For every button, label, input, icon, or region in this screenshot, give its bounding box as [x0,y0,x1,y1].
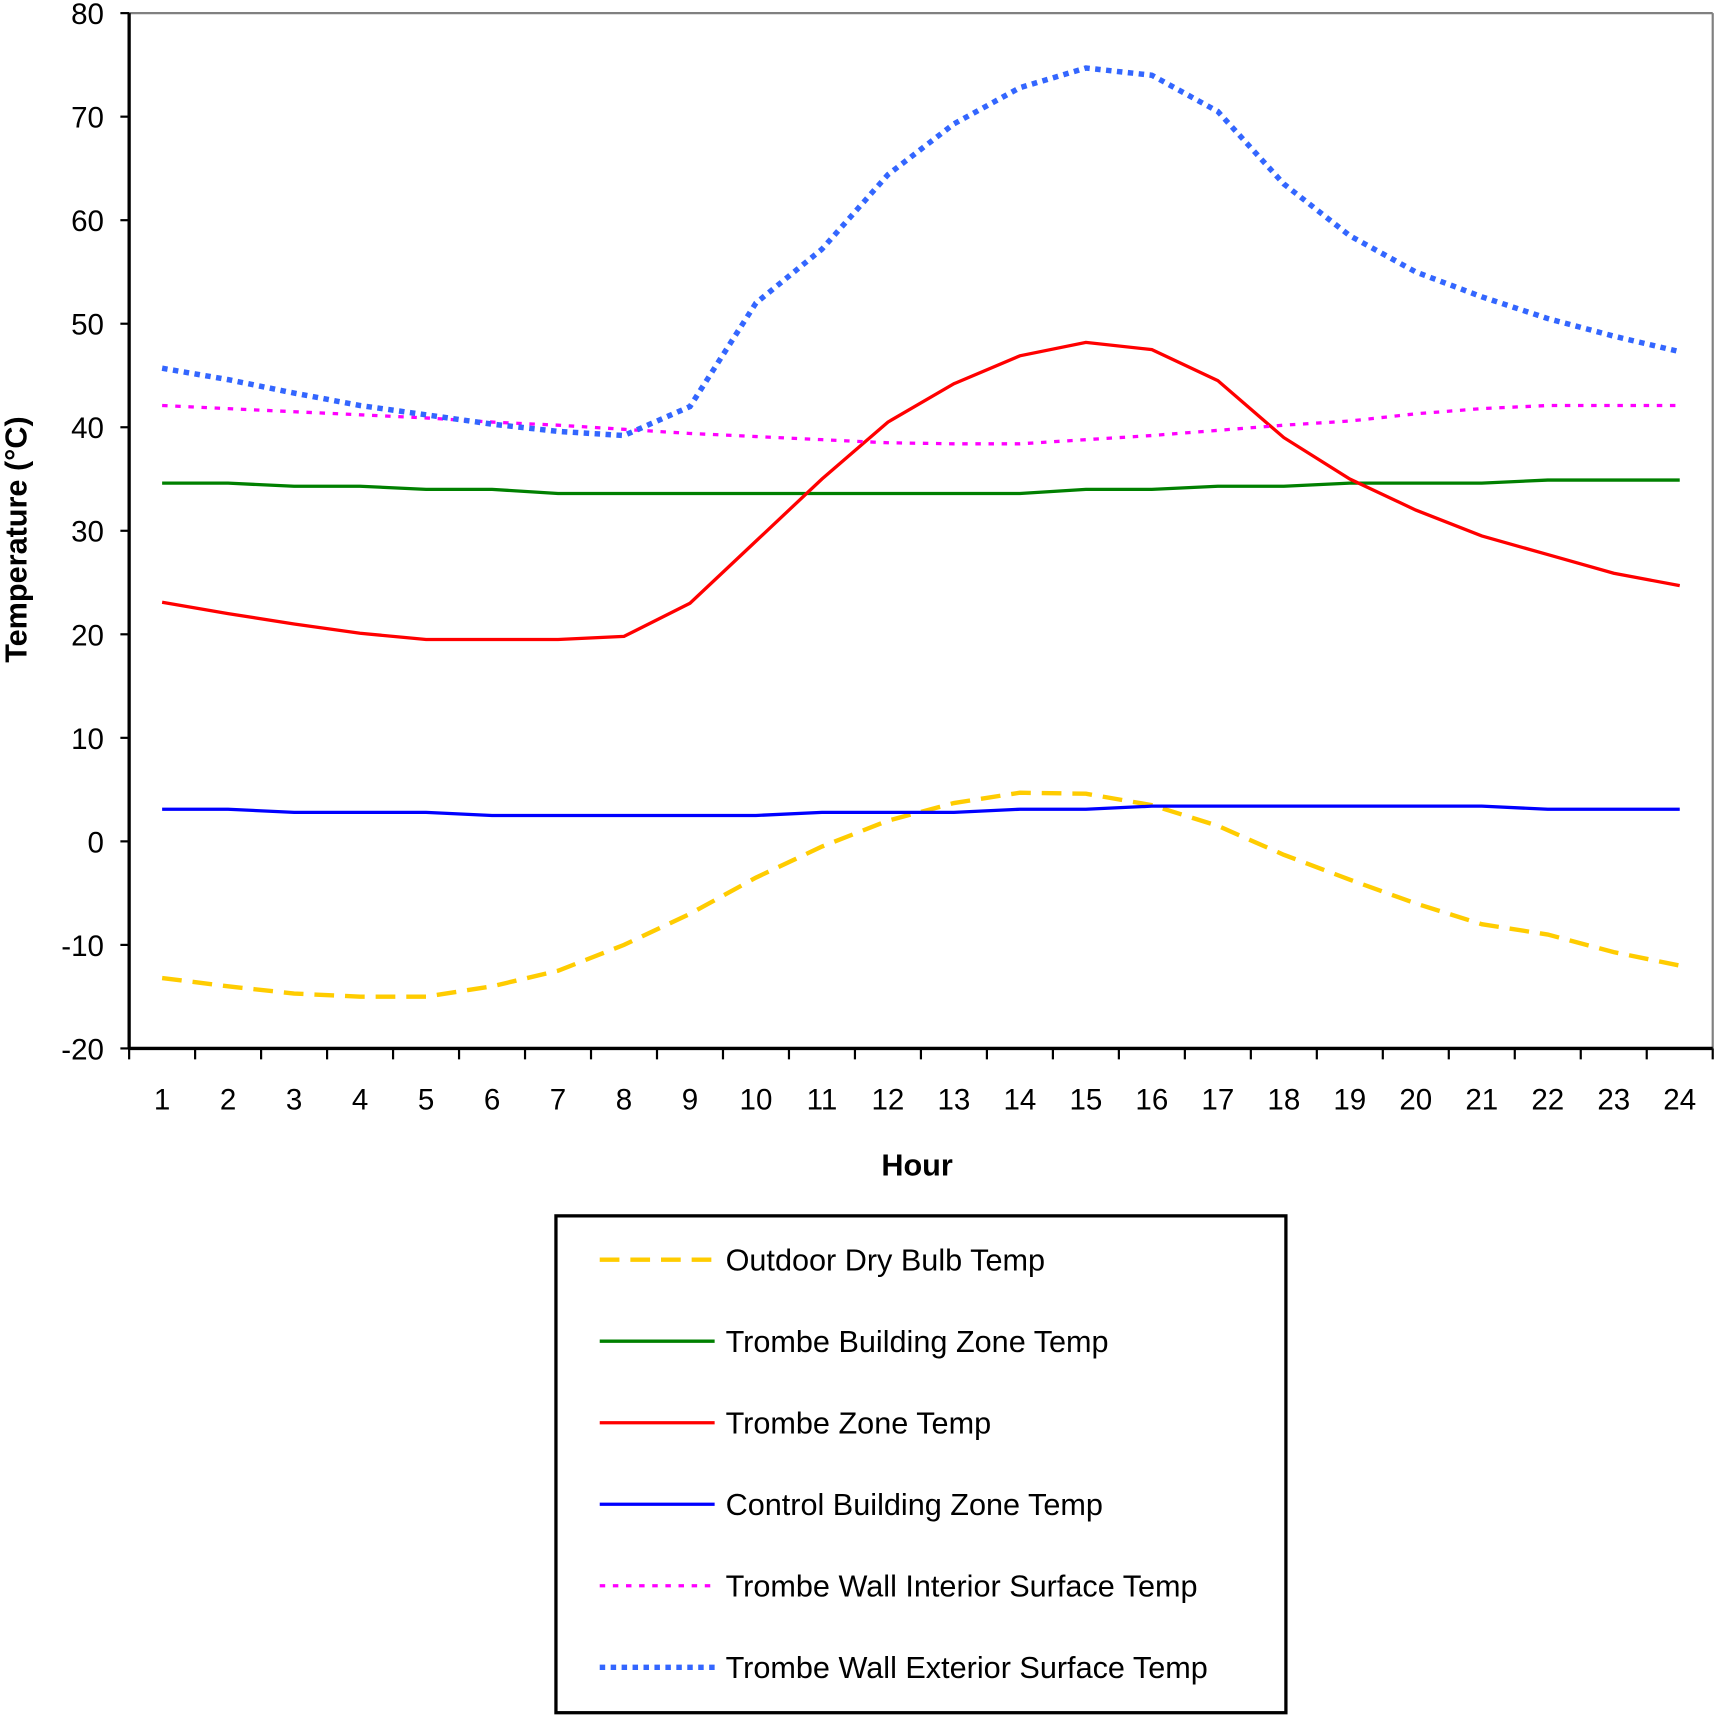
y-axis-title: Temperature (°C) [0,416,33,663]
x-tick-label: 11 [807,1084,838,1117]
y-tick-label: 60 [71,205,104,238]
legend-label: Trombe Wall Exterior Surface Temp [726,1651,1208,1685]
x-tick-label: 16 [1135,1084,1168,1117]
x-tick-label: 22 [1531,1084,1564,1117]
y-tick-label: 20 [71,619,104,652]
x-tick-label: 3 [286,1084,302,1117]
x-tick-label: 6 [484,1084,500,1117]
plot-frame [127,12,1714,1051]
x-tick-label: 23 [1597,1084,1630,1117]
series-line-5 [162,403,1680,446]
y-tick-label: 70 [71,102,104,135]
x-tick-label: 15 [1069,1084,1102,1117]
x-axis-title: Hour [881,1148,953,1182]
x-tick-label: 19 [1333,1084,1366,1117]
x-tick-label: 4 [352,1084,368,1117]
legend-label: Outdoor Dry Bulb Temp [726,1244,1045,1278]
series-line-6 [161,65,1681,439]
x-tick-label: 8 [616,1084,632,1117]
legend-box [554,1214,1288,1715]
y-tick-label: -10 [61,930,104,963]
legend-label: Control Building Zone Temp [726,1488,1103,1522]
series-line-1 [161,790,1681,999]
x-tick-label: 10 [740,1084,773,1117]
x-tick-label: 14 [1003,1084,1036,1117]
x-tick-label: 1 [154,1084,170,1117]
y-tick-label: 30 [71,516,104,549]
series-line-3 [161,340,1681,642]
x-tick-label: 12 [872,1084,905,1117]
legend-label: Trombe Zone Temp [726,1407,992,1441]
y-tick-label: 40 [71,412,104,445]
legend: Outdoor Dry Bulb Temp Trombe Building Zon… [554,1214,1288,1715]
series-line-2 [162,478,1680,496]
x-tick-label: 2 [220,1084,236,1117]
legend-label: Trombe Wall Interior Surface Temp [726,1570,1198,1604]
x-tick-label: 21 [1465,1084,1498,1117]
y-tick-label: -20 [61,1033,104,1066]
x-tick-label: 24 [1663,1084,1696,1117]
x-tick-label: 20 [1399,1084,1432,1117]
y-tick-label: 0 [88,826,104,859]
legend-label: Trombe Building Zone Temp [726,1325,1109,1359]
y-tick-label: 50 [71,309,104,342]
series-line-4 [162,804,1680,818]
y-tick-label: 80 [71,0,104,31]
x-tick-label: 9 [682,1084,698,1117]
y-tick-label: 10 [71,723,104,756]
x-tick-label: 7 [550,1084,566,1117]
x-tick-label: 13 [937,1084,970,1117]
x-tick-label: 17 [1201,1084,1234,1117]
x-tick-label: 5 [418,1084,434,1117]
x-tick-label: 18 [1267,1084,1300,1117]
